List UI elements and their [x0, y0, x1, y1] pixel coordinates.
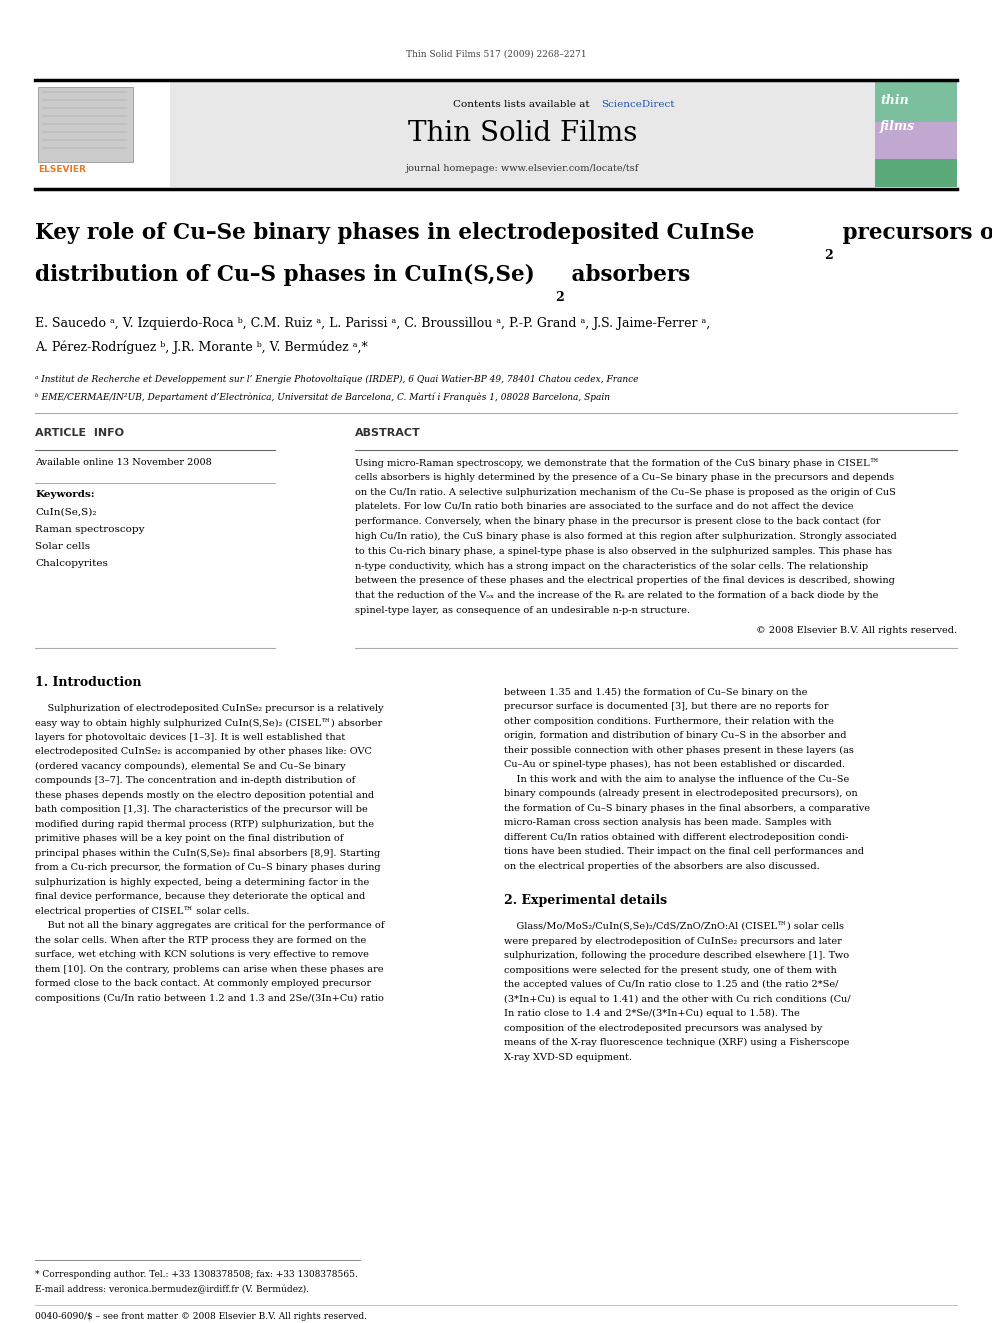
Text: Chalcopyrites: Chalcopyrites — [35, 560, 108, 568]
Text: ScienceDirect: ScienceDirect — [601, 101, 675, 108]
Text: high Cu/In ratio), the CuS binary phase is also formed at this region after sulp: high Cu/In ratio), the CuS binary phase … — [355, 532, 897, 541]
Text: final device performance, because they deteriorate the optical and: final device performance, because they d… — [35, 892, 365, 901]
Text: journal homepage: www.elsevier.com/locate/tsf: journal homepage: www.elsevier.com/locat… — [406, 164, 639, 173]
Text: ᵇ EME/CERMAE/IN²UB, Departament d’Electrònica, Universitat de Barcelona, C. Mart: ᵇ EME/CERMAE/IN²UB, Departament d’Electr… — [35, 392, 610, 401]
Text: compositions were selected for the present study, one of them with: compositions were selected for the prese… — [504, 966, 836, 975]
Text: layers for photovoltaic devices [1–3]. It is well established that: layers for photovoltaic devices [1–3]. I… — [35, 733, 345, 742]
Text: the formation of Cu–S binary phases in the final absorbers, a comparative: the formation of Cu–S binary phases in t… — [504, 804, 870, 812]
Text: their possible connection with other phases present in these layers (as: their possible connection with other pha… — [504, 746, 854, 755]
Text: origin, formation and distribution of binary Cu–S in the absorber and: origin, formation and distribution of bi… — [504, 732, 846, 741]
Text: means of the X-ray fluorescence technique (XRF) using a Fisherscope: means of the X-ray fluorescence techniqu… — [504, 1039, 849, 1048]
Text: A. Pérez-Rodríguez ᵇ, J.R. Morante ᵇ, V. Bermúdez ᵃ,*: A. Pérez-Rodríguez ᵇ, J.R. Morante ᵇ, V.… — [35, 340, 368, 353]
Text: 0040-6090/$ – see front matter © 2008 Elsevier B.V. All rights reserved.: 0040-6090/$ – see front matter © 2008 El… — [35, 1312, 367, 1320]
Text: 2: 2 — [555, 291, 563, 304]
Text: In this work and with the aim to analyse the influence of the Cu–Se: In this work and with the aim to analyse… — [504, 775, 849, 783]
Text: distribution of Cu–S phases in CuIn(S,Se): distribution of Cu–S phases in CuIn(S,Se… — [35, 265, 535, 286]
Text: to this Cu-rich binary phase, a spinel-type phase is also observed in the sulphu: to this Cu-rich binary phase, a spinel-t… — [355, 546, 892, 556]
Text: ARTICLE  INFO: ARTICLE INFO — [35, 429, 124, 438]
Text: tions have been studied. Their impact on the final cell performances and: tions have been studied. Their impact on… — [504, 847, 864, 856]
Text: them [10]. On the contrary, problems can arise when these phases are: them [10]. On the contrary, problems can… — [35, 964, 384, 974]
Text: Keywords:: Keywords: — [35, 490, 94, 499]
Text: * Corresponding author. Tel.: +33 1308378508; fax: +33 1308378565.: * Corresponding author. Tel.: +33 130837… — [35, 1270, 358, 1279]
Text: modified during rapid thermal process (RTP) sulphurization, but the: modified during rapid thermal process (R… — [35, 820, 374, 830]
Text: precursors on final: precursors on final — [835, 222, 992, 243]
Text: between the presence of these phases and the electrical properties of the final : between the presence of these phases and… — [355, 577, 895, 585]
Text: bath composition [1,3]. The characteristics of the precursor will be: bath composition [1,3]. The characterist… — [35, 806, 368, 814]
Text: sulphurization is highly expected, being a determining factor in the: sulphurization is highly expected, being… — [35, 877, 369, 886]
Text: from a Cu-rich precursor, the formation of Cu–S binary phases during: from a Cu-rich precursor, the formation … — [35, 864, 381, 872]
Text: (3*In+Cu) is equal to 1.41) and the other with Cu rich conditions (Cu/: (3*In+Cu) is equal to 1.41) and the othe… — [504, 995, 850, 1004]
Text: Raman spectroscopy: Raman spectroscopy — [35, 525, 145, 534]
Text: principal phases within the CuIn(S,Se)₂ final absorbers [8,9]. Starting: principal phases within the CuIn(S,Se)₂ … — [35, 849, 380, 857]
Text: compositions (Cu/In ratio between 1.2 and 1.3 and 2Se/(3In+Cu) ratio: compositions (Cu/In ratio between 1.2 an… — [35, 994, 384, 1003]
Text: Key role of Cu–Se binary phases in electrodeposited CuInSe: Key role of Cu–Se binary phases in elect… — [35, 222, 754, 243]
Text: formed close to the back contact. At commonly employed precursor: formed close to the back contact. At com… — [35, 979, 371, 988]
Text: 1. Introduction: 1. Introduction — [35, 676, 142, 689]
Text: the accepted values of Cu/In ratio close to 1.25 and (the ratio 2*Se/: the accepted values of Cu/In ratio close… — [504, 980, 838, 990]
Text: primitive phases will be a key point on the final distribution of: primitive phases will be a key point on … — [35, 835, 343, 843]
Text: Cu–Au or spinel-type phases), has not been established or discarded.: Cu–Au or spinel-type phases), has not be… — [504, 761, 845, 770]
Bar — [170, 82, 875, 187]
Text: E-mail address: veronica.bermudez@irdiff.fr (V. Bermúdez).: E-mail address: veronica.bermudez@irdiff… — [35, 1285, 310, 1294]
Text: n-type conductivity, which has a strong impact on the characteristics of the sol: n-type conductivity, which has a strong … — [355, 561, 868, 570]
Text: composition of the electrodeposited precursors was analysed by: composition of the electrodeposited prec… — [504, 1024, 822, 1033]
Bar — [35, 82, 170, 187]
Text: binary compounds (already present in electrodeposited precursors), on: binary compounds (already present in ele… — [504, 790, 858, 798]
Text: micro-Raman cross section analysis has been made. Samples with: micro-Raman cross section analysis has b… — [504, 819, 831, 827]
Text: films: films — [880, 120, 916, 134]
Text: electrical properties of CISEL™ solar cells.: electrical properties of CISEL™ solar ce… — [35, 906, 250, 917]
Text: Solar cells: Solar cells — [35, 542, 90, 550]
Text: Available online 13 November 2008: Available online 13 November 2008 — [35, 458, 211, 467]
Text: CuIn(Se,S)₂: CuIn(Se,S)₂ — [35, 508, 96, 517]
Bar — [875, 159, 957, 187]
Text: © 2008 Elsevier B.V. All rights reserved.: © 2008 Elsevier B.V. All rights reserved… — [756, 626, 957, 635]
Text: the solar cells. When after the RTP process they are formed on the: the solar cells. When after the RTP proc… — [35, 935, 366, 945]
Text: But not all the binary aggregates are critical for the performance of: But not all the binary aggregates are cr… — [35, 921, 384, 930]
Text: that the reduction of the Vₒₓ and the increase of the Rₛ are related to the form: that the reduction of the Vₒₓ and the in… — [355, 591, 878, 601]
Text: Thin Solid Films: Thin Solid Films — [408, 120, 637, 147]
Text: other composition conditions. Furthermore, their relation with the: other composition conditions. Furthermor… — [504, 717, 834, 726]
Text: platelets. For low Cu/In ratio both binaries are associated to the surface and d: platelets. For low Cu/In ratio both bina… — [355, 503, 853, 512]
Text: X-ray XVD-SD equipment.: X-ray XVD-SD equipment. — [504, 1053, 632, 1062]
Text: absorbers: absorbers — [564, 265, 690, 286]
Text: Glass/Mo/MoS₂/CuIn(S,Se)₂/CdS/ZnO/ZnO:Al (CISEL™) solar cells: Glass/Mo/MoS₂/CuIn(S,Se)₂/CdS/ZnO/ZnO:Al… — [504, 922, 844, 931]
Text: thin: thin — [880, 94, 909, 107]
Bar — [875, 82, 957, 187]
Text: surface, wet etching with KCN solutions is very effective to remove: surface, wet etching with KCN solutions … — [35, 950, 369, 959]
Text: ELSEVIER: ELSEVIER — [38, 165, 86, 175]
Text: Contents lists available at: Contents lists available at — [452, 101, 592, 108]
Text: cells absorbers is highly determined by the presence of a Cu–Se binary phase in : cells absorbers is highly determined by … — [355, 472, 894, 482]
Text: these phases depends mostly on the electro deposition potential and: these phases depends mostly on the elect… — [35, 791, 374, 800]
Text: were prepared by electrodeposition of CuInSe₂ precursors and later: were prepared by electrodeposition of Cu… — [504, 937, 842, 946]
Text: on the Cu/In ratio. A selective sulphurization mechanism of the Cu–Se phase is p: on the Cu/In ratio. A selective sulphuri… — [355, 488, 896, 496]
Text: In ratio close to 1.4 and 2*Se/(3*In+Cu) equal to 1.58). The: In ratio close to 1.4 and 2*Se/(3*In+Cu)… — [504, 1009, 800, 1019]
Text: ᵃ Institut de Recherche et Developpement sur l’ Energie Photovoltaïque (IRDEP), : ᵃ Institut de Recherche et Developpement… — [35, 374, 639, 384]
Bar — [875, 122, 957, 159]
Text: E. Saucedo ᵃ, V. Izquierdo-Roca ᵇ, C.M. Ruiz ᵃ, L. Parissi ᵃ, C. Broussillou ᵃ, : E. Saucedo ᵃ, V. Izquierdo-Roca ᵇ, C.M. … — [35, 318, 710, 329]
Text: on the electrical properties of the absorbers are also discussed.: on the electrical properties of the abso… — [504, 861, 819, 871]
Text: Thin Solid Films 517 (2009) 2268–2271: Thin Solid Films 517 (2009) 2268–2271 — [406, 50, 586, 60]
Text: 2. Experimental details: 2. Experimental details — [504, 894, 668, 908]
Text: easy way to obtain highly sulphurized CuIn(S,Se)₂ (CISEL™) absorber: easy way to obtain highly sulphurized Cu… — [35, 718, 382, 728]
Bar — [38, 87, 133, 161]
Text: Using micro-Raman spectroscopy, we demonstrate that the formation of the CuS bin: Using micro-Raman spectroscopy, we demon… — [355, 458, 879, 467]
Text: (ordered vacancy compounds), elemental Se and Cu–Se binary: (ordered vacancy compounds), elemental S… — [35, 762, 345, 771]
Text: electrodeposited CuInSe₂ is accompanied by other phases like: OVC: electrodeposited CuInSe₂ is accompanied … — [35, 747, 372, 757]
Text: Sulphurization of electrodeposited CuInSe₂ precursor is a relatively: Sulphurization of electrodeposited CuInS… — [35, 704, 384, 713]
Text: performance. Conversely, when the binary phase in the precursor is present close: performance. Conversely, when the binary… — [355, 517, 881, 527]
Text: sulphurization, following the procedure described elsewhere [1]. Two: sulphurization, following the procedure … — [504, 951, 849, 960]
Text: precursor surface is documented [3], but there are no reports for: precursor surface is documented [3], but… — [504, 703, 828, 712]
Text: compounds [3–7]. The concentration and in-depth distribution of: compounds [3–7]. The concentration and i… — [35, 777, 355, 786]
Text: ABSTRACT: ABSTRACT — [355, 429, 421, 438]
Text: spinel-type layer, as consequence of an undesirable n-p-n structure.: spinel-type layer, as consequence of an … — [355, 606, 690, 615]
Text: different Cu/In ratios obtained with different electrodeposition condi-: different Cu/In ratios obtained with dif… — [504, 832, 848, 841]
Text: between 1.35 and 1.45) the formation of Cu–Se binary on the: between 1.35 and 1.45) the formation of … — [504, 688, 807, 697]
Text: 2: 2 — [824, 249, 832, 262]
